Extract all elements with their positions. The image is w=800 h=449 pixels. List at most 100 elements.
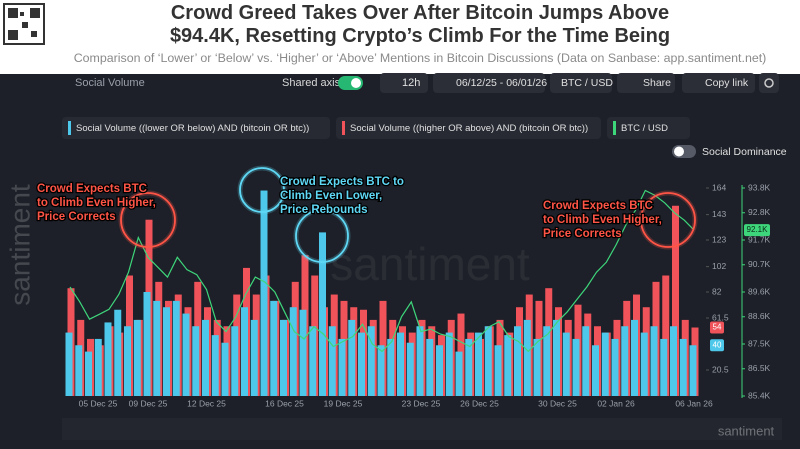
bar <box>94 338 102 396</box>
bar <box>621 326 629 396</box>
value-badge-label: 54 <box>713 323 722 332</box>
y-tick-label: 143 <box>712 209 726 219</box>
legend-label: BTC / USD <box>621 123 668 134</box>
y2-tick-label: 88.6K <box>748 311 771 321</box>
y2-tick-label: 90.7K <box>748 259 771 269</box>
bar <box>143 292 151 396</box>
value-badge-label: 92.1K <box>747 225 769 234</box>
x-tick-label: 12 Dec 25 <box>187 398 226 408</box>
legend-box[interactable] <box>62 117 330 139</box>
bar <box>319 232 326 396</box>
legend-swatch <box>613 121 616 135</box>
legend-box[interactable] <box>336 117 601 139</box>
interval-button[interactable] <box>380 73 428 93</box>
bar <box>650 326 658 396</box>
x-tick-label: 30 Dec 25 <box>538 398 577 408</box>
bar <box>124 326 131 396</box>
bar <box>358 332 365 396</box>
bar <box>172 300 180 396</box>
bar <box>455 351 463 396</box>
bar <box>133 319 141 396</box>
bar <box>192 326 200 396</box>
y2-tick-label: 87.5K <box>748 338 771 348</box>
date-range: 06/12/25 - 06/01/26 <box>456 77 547 89</box>
bar <box>280 319 287 396</box>
bar <box>662 275 670 396</box>
bar <box>309 326 317 396</box>
asset-button[interactable] <box>550 73 612 93</box>
x-tick-label: 16 Dec 25 <box>265 398 304 408</box>
bar <box>270 300 278 396</box>
bar <box>494 345 502 396</box>
navigator[interactable] <box>62 418 782 440</box>
y2-tick-label: 89.6K <box>748 286 771 296</box>
bar <box>260 190 268 396</box>
bar <box>367 326 375 396</box>
y-tick-label: 102 <box>712 261 726 271</box>
x-tick-label: 26 Dec 25 <box>460 398 499 408</box>
bar <box>406 342 414 396</box>
bar <box>475 332 482 396</box>
bar <box>592 345 599 396</box>
legend-swatch <box>68 121 71 135</box>
legend-label: Social Volume ((lower OR below) AND (bit… <box>76 123 309 134</box>
bar <box>689 345 697 396</box>
value-badge <box>710 321 724 334</box>
bar <box>504 335 512 396</box>
value-badge <box>710 339 724 352</box>
bar <box>75 345 83 396</box>
y2-tick-label: 85.4K <box>748 390 771 400</box>
bar <box>241 307 248 396</box>
watermark: santiment <box>718 423 775 438</box>
annotation-text: to Climb Even Higher, <box>37 197 156 209</box>
copy-link-label: Copy link <box>705 77 749 89</box>
y2-tick-label: 93.8K <box>748 182 771 192</box>
annotation-circle <box>239 167 285 213</box>
bar <box>231 326 239 396</box>
bar <box>182 313 190 396</box>
y2-tick-label: 86.5K <box>748 363 771 373</box>
qr-logo <box>3 3 45 45</box>
settings-icon <box>764 78 774 88</box>
annotation-text: Price Corrects <box>37 211 116 223</box>
x-tick-label: 02 Jan 26 <box>597 398 635 408</box>
bar <box>445 332 453 396</box>
bar <box>523 319 531 396</box>
bar <box>416 326 424 396</box>
share-button[interactable] <box>617 73 675 93</box>
bar <box>211 335 219 396</box>
annotation-text: Price Rebounds <box>280 204 368 216</box>
settings-button[interactable] <box>759 73 779 93</box>
bar <box>660 338 668 396</box>
bar <box>377 345 385 396</box>
date-button[interactable] <box>433 73 545 93</box>
bar <box>553 319 560 396</box>
y-tick-label: 164 <box>712 182 726 192</box>
bar <box>104 322 112 396</box>
dominance-label: Social Dominance <box>702 146 787 158</box>
bar <box>543 326 551 396</box>
bar <box>562 332 570 396</box>
annotation-text: to Climb Even Higher, <box>543 214 662 226</box>
legend-label: Social Volume ((higher OR above) AND (bi… <box>350 123 588 134</box>
annotation-text: Climb Even Lower, <box>280 190 382 202</box>
legend-box[interactable] <box>607 117 690 139</box>
share-label: Share <box>643 77 671 89</box>
value-badge-label: 40 <box>713 340 722 349</box>
x-tick-label: 19 Dec 25 <box>324 398 363 408</box>
annotation-circle <box>295 209 349 263</box>
y-tick-label: 20.5 <box>712 364 729 374</box>
bar <box>582 326 590 396</box>
plot: Social Volume ((lower OR below) AND (bit… <box>36 121 771 408</box>
bar <box>65 332 73 396</box>
watermark: santiment <box>330 238 530 290</box>
bar <box>250 319 258 396</box>
subtitle: Comparison of ‘Lower’ or ‘Below’ vs. ‘Hi… <box>73 51 767 65</box>
x-tick-label: 06 Jan 26 <box>675 398 713 408</box>
copy-link-button[interactable] <box>682 73 755 93</box>
legend-swatch <box>342 121 345 135</box>
value-badge <box>744 224 770 237</box>
x-tick-label: 09 Dec 25 <box>129 398 168 408</box>
